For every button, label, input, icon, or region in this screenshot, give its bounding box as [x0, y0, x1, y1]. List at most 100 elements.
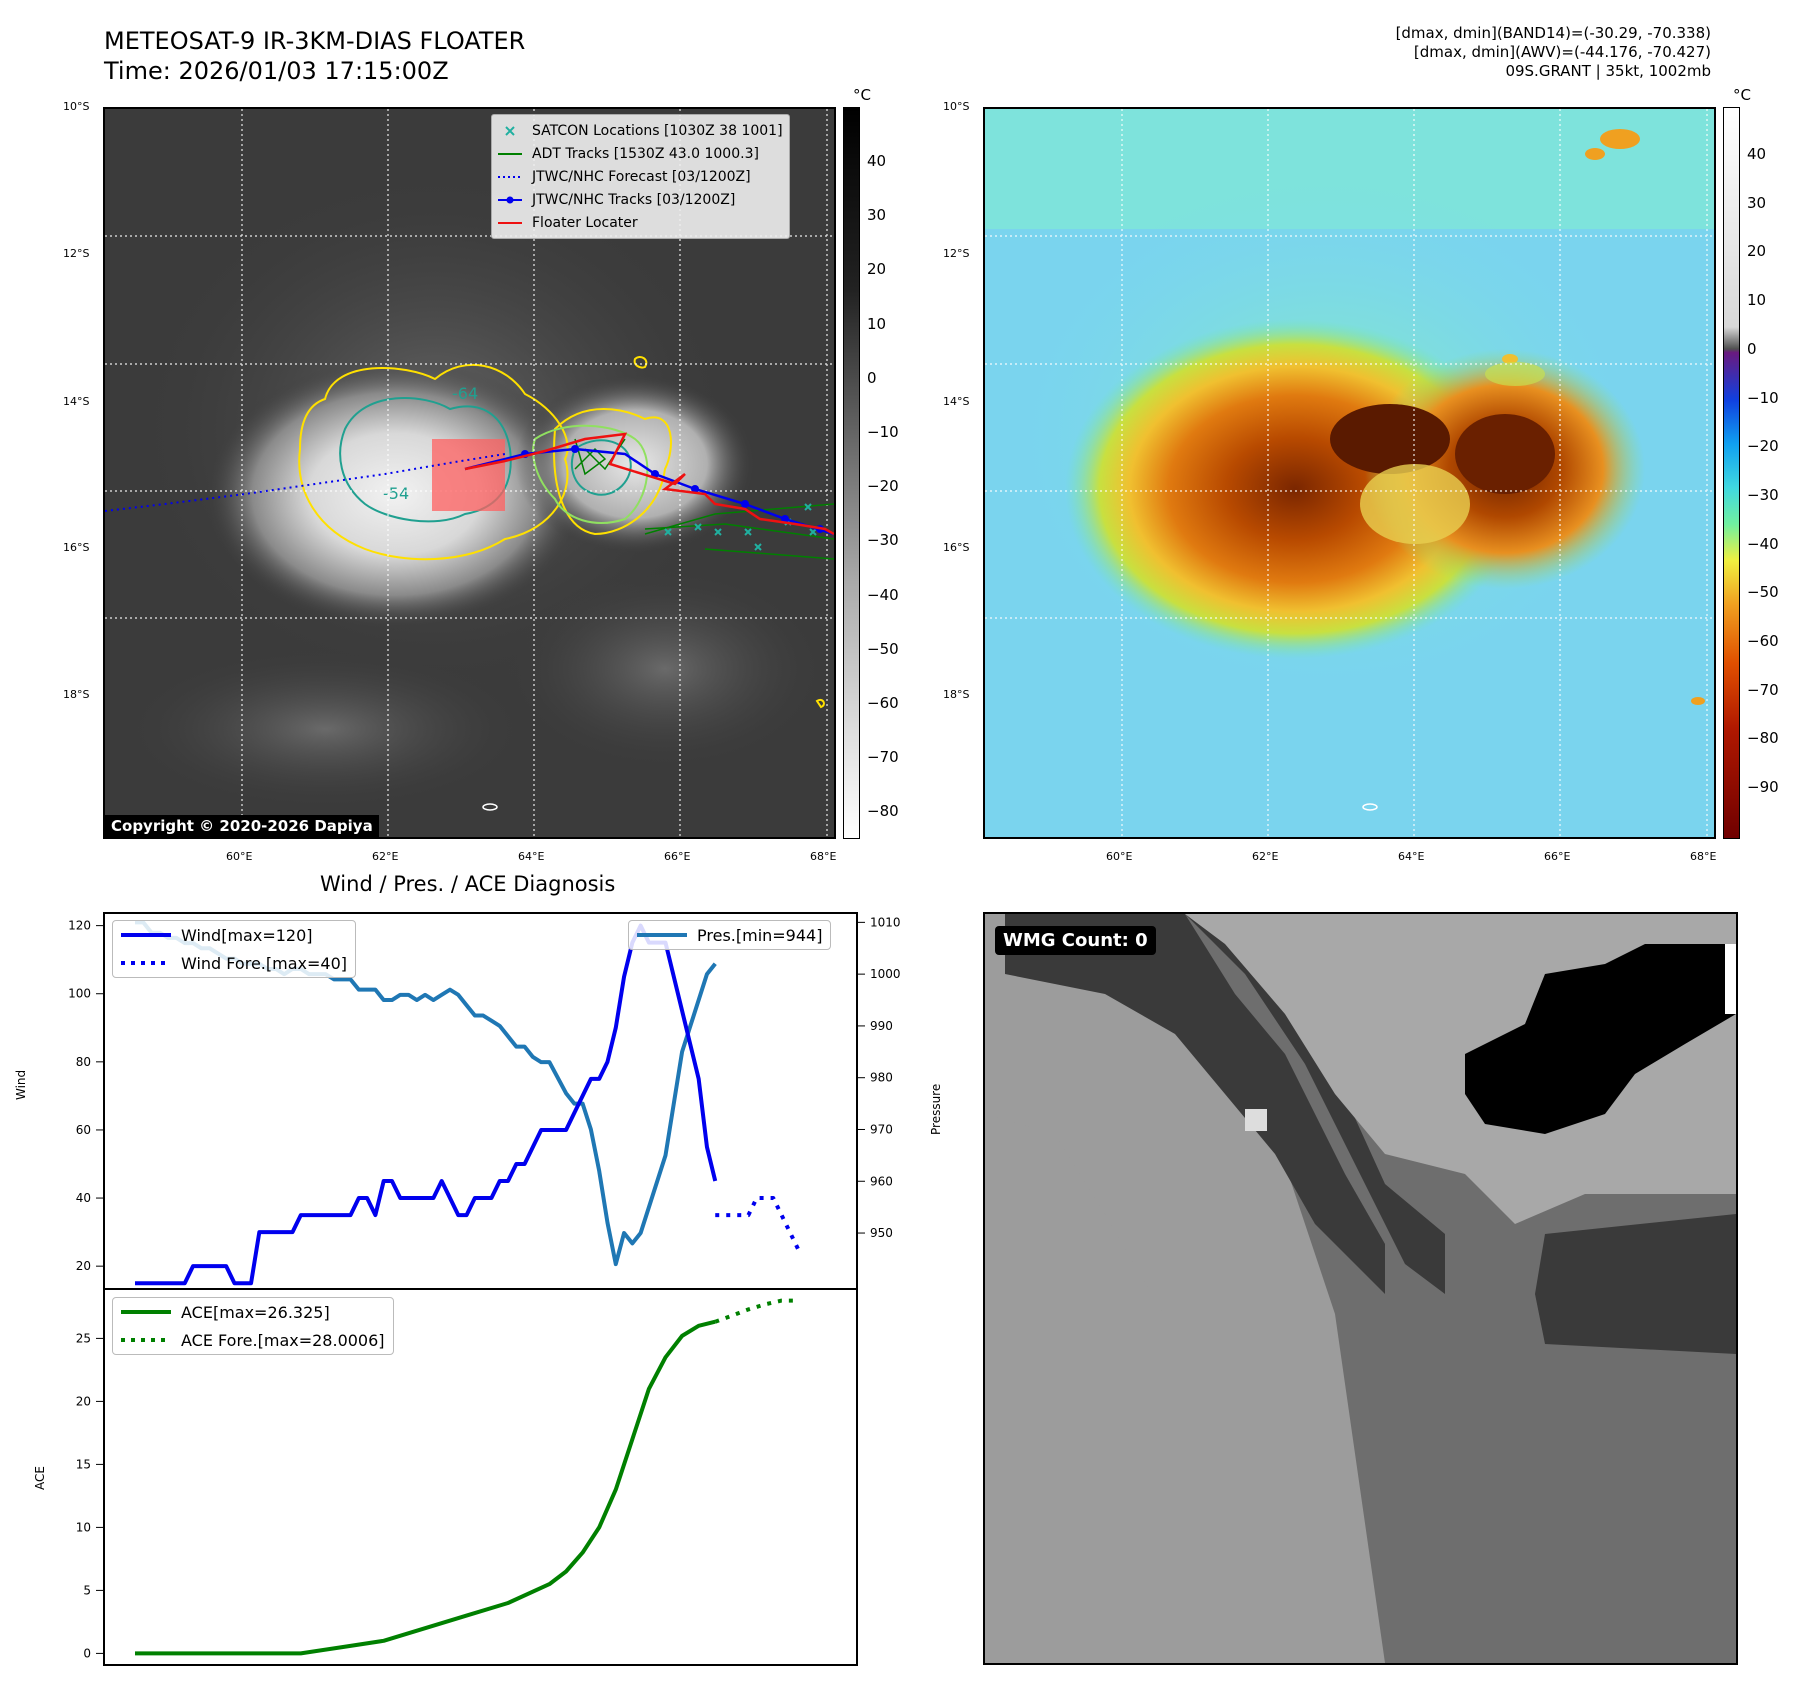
- colorbar-tick: −90: [1747, 778, 1779, 797]
- ace-ytick-label: 20: [76, 1394, 91, 1408]
- legend-forecast: JTWC/NHC Forecast [03/1200Z]: [532, 168, 751, 185]
- colorbar-tick: −70: [1747, 680, 1779, 699]
- time-subtitle: Time: 2026/01/03 17:15:00Z: [104, 57, 449, 85]
- contour-label-54: -54: [383, 484, 409, 503]
- wind-ytick-label: 40: [76, 1191, 91, 1205]
- ace-ytick-label: 0: [83, 1646, 91, 1660]
- enh-colorbar-unit: °C: [1733, 86, 1751, 104]
- info-line-band14: [dmax, dmin](BAND14)=(-30.29, -70.338): [1395, 24, 1711, 42]
- wind-legend: Wind[max=120] Wind Fore.[max=40]: [112, 920, 356, 978]
- diagnosis-chart-title: Wind / Pres. / ACE Diagnosis: [320, 872, 616, 896]
- enh-lon-64e: 64°E: [1398, 850, 1425, 863]
- pressure-ytick-label: 950: [870, 1226, 893, 1240]
- colorbar-tick: 10: [867, 314, 887, 333]
- forecast-track: [105, 453, 506, 512]
- ace-panel: [103, 1288, 858, 1666]
- ace-chart: 0 5 10 15 20 25: [76, 1298, 799, 1660]
- ir-map-legend: SATCON Locations [1030Z 38 1001] ADT Tra…: [491, 114, 790, 239]
- wind-ytick-label: 120: [68, 919, 91, 933]
- floater-box: [432, 439, 505, 511]
- floater-locater-line: [464, 432, 834, 536]
- ir-lat-18s: 18°S: [63, 688, 90, 701]
- jtwc-track-points: [521, 445, 824, 533]
- wind-pressure-chart: 20 40 60 80 100 120 950 960 970 980 990 1000 1010: [68, 915, 901, 1286]
- enhanced-map-image: [985, 109, 1714, 837]
- ir-lon-64e: 64°E: [518, 850, 545, 863]
- legend-tracks: JTWC/NHC Tracks [03/1200Z]: [532, 191, 736, 208]
- wind-ytick-label: 60: [76, 1123, 91, 1137]
- colorbar-tick: 20: [867, 260, 887, 279]
- colorbar-tick: −40: [867, 585, 899, 604]
- colorbar-tick: −30: [1747, 485, 1779, 504]
- enhanced-map-grid: [985, 109, 1714, 837]
- ir-lon-62e: 62°E: [372, 850, 399, 863]
- ir-colorbar-unit: °C: [853, 86, 871, 104]
- legend-adt: ADT Tracks [1530Z 43.0 1000.3]: [532, 145, 759, 162]
- colorbar-tick: −60: [867, 694, 899, 712]
- legend-ace: ACE[max=26.325]: [181, 1302, 330, 1322]
- legend-satcon: SATCON Locations [1030Z 38 1001]: [532, 122, 783, 139]
- legend-ace-forecast: ACE Fore.[max=28.0006]: [181, 1330, 385, 1350]
- colorbar-tick: −50: [1747, 583, 1779, 602]
- colorbar-tick: 30: [1747, 193, 1767, 212]
- pressure-ytick-label: 980: [870, 1071, 893, 1085]
- colorbar-tick: −50: [867, 639, 899, 658]
- pressure-ytick-label: 970: [870, 1122, 893, 1136]
- enh-lat-14s: 14°S: [943, 395, 970, 408]
- pressure-ytick-label: 990: [870, 1019, 893, 1033]
- enh-lat-10s: 10°S: [943, 100, 970, 113]
- wmg-image: [985, 914, 1736, 1663]
- colorbar-tick: 10: [1747, 291, 1767, 310]
- ace-ytick-label: 10: [76, 1520, 91, 1534]
- wind-ytick-label: 100: [68, 987, 91, 1001]
- info-text: [dmax, dmin](BAND14)=(-30.29, -70.338) […: [1111, 24, 1711, 81]
- colorbar-tick: −40: [1747, 534, 1779, 553]
- ace-axis-label: ACE: [33, 1466, 47, 1490]
- main-title: METEOSAT-9 IR-3KM-DIAS FLOATER: [104, 27, 526, 55]
- colorbar-tick: −20: [1747, 437, 1779, 456]
- enh-lon-66e: 66°E: [1544, 850, 1571, 863]
- colorbar-tick: −30: [867, 531, 899, 550]
- ir-colorbar: [843, 107, 860, 839]
- colorbar-tick: −60: [1747, 632, 1779, 650]
- enh-colorbar: [1723, 107, 1740, 839]
- legend-wind: Wind[max=120]: [181, 925, 313, 945]
- colorbar-tick: −20: [867, 477, 899, 496]
- ace-legend: ACE[max=26.325] ACE Fore.[max=28.0006]: [112, 1297, 394, 1355]
- enh-lon-60e: 60°E: [1106, 850, 1133, 863]
- adt-tracks: [574, 438, 834, 560]
- wind-forecast-line: [715, 1196, 800, 1251]
- enh-lat-18s: 18°S: [943, 688, 970, 701]
- ace-ytick-label: 15: [76, 1457, 91, 1471]
- pressure-ytick-label: 960: [870, 1174, 893, 1188]
- pressure-ytick-label: 1010: [870, 915, 901, 929]
- copyright-label: Copyright © 2020-2026 Dapiya: [105, 815, 379, 837]
- pressure-axis-label: Pressure: [929, 1083, 943, 1135]
- colorbar-tick: 0: [1747, 339, 1757, 358]
- ir-lon-60e: 60°E: [226, 850, 253, 863]
- info-line-awv: [dmax, dmin](AWV)=(-44.176, -70.427): [1413, 43, 1711, 61]
- wind-axis-label: Wind: [14, 1069, 28, 1100]
- enhanced-map-panel: [983, 107, 1716, 839]
- pressure-ytick-label: 1000: [870, 967, 901, 981]
- ir-lat-16s: 16°S: [63, 541, 90, 554]
- colorbar-tick: −80: [1747, 729, 1779, 748]
- colorbar-tick: 20: [1747, 242, 1767, 261]
- colorbar-tick: −10: [1747, 388, 1779, 407]
- enh-lon-68e: 68°E: [1690, 850, 1717, 863]
- ace-forecast-line: [714, 1298, 799, 1324]
- ace-ytick-label: 5: [83, 1583, 91, 1597]
- wind-ytick-label: 80: [76, 1055, 91, 1069]
- enh-lon-62e: 62°E: [1252, 850, 1279, 863]
- ir-lat-14s: 14°S: [63, 395, 90, 408]
- legend-pressure: Pres.[min=944]: [697, 925, 823, 945]
- wind-series-line: [135, 923, 718, 1286]
- ir-lat-12s: 12°S: [63, 247, 90, 260]
- legend-wind-forecast: Wind Fore.[max=40]: [181, 953, 347, 973]
- pressure-legend: Pres.[min=944]: [628, 920, 832, 950]
- colorbar-tick: −10: [867, 423, 899, 441]
- ir-lat-10s: 10°S: [63, 100, 90, 113]
- wmg-count-badge: WMG Count: 0: [995, 926, 1156, 955]
- colorbar-tick: −80: [867, 802, 899, 821]
- colorbar-tick: 40: [867, 152, 887, 170]
